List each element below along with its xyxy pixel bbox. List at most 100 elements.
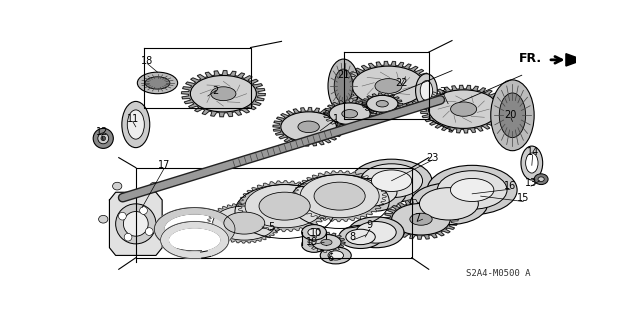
Ellipse shape — [150, 182, 159, 190]
Polygon shape — [420, 85, 507, 133]
Text: 18: 18 — [141, 56, 154, 66]
Polygon shape — [182, 70, 265, 117]
Ellipse shape — [328, 59, 359, 113]
Text: S2A4-M0500 A: S2A4-M0500 A — [467, 269, 531, 278]
Ellipse shape — [308, 228, 320, 236]
Ellipse shape — [521, 146, 543, 180]
Ellipse shape — [451, 102, 477, 116]
Ellipse shape — [312, 234, 341, 250]
Ellipse shape — [360, 164, 422, 198]
Ellipse shape — [491, 80, 534, 151]
Text: 20: 20 — [505, 110, 517, 120]
Ellipse shape — [164, 214, 226, 245]
Text: FR.: FR. — [519, 52, 542, 65]
Ellipse shape — [124, 211, 148, 236]
Text: 17: 17 — [157, 160, 170, 170]
Ellipse shape — [538, 177, 544, 182]
Polygon shape — [207, 203, 282, 243]
Ellipse shape — [301, 237, 326, 252]
Ellipse shape — [116, 204, 156, 244]
Ellipse shape — [321, 239, 332, 245]
Ellipse shape — [320, 247, 351, 264]
Ellipse shape — [98, 133, 109, 144]
Ellipse shape — [245, 184, 324, 228]
Ellipse shape — [99, 215, 108, 223]
Text: 11: 11 — [127, 114, 139, 124]
Text: 22: 22 — [396, 78, 408, 88]
Text: 9: 9 — [367, 219, 373, 230]
Ellipse shape — [392, 204, 451, 235]
Polygon shape — [161, 221, 228, 258]
Ellipse shape — [534, 174, 548, 185]
Ellipse shape — [145, 77, 170, 89]
Ellipse shape — [342, 110, 358, 118]
Ellipse shape — [300, 174, 379, 218]
Ellipse shape — [346, 229, 375, 245]
Ellipse shape — [451, 178, 494, 202]
Ellipse shape — [127, 110, 145, 139]
Ellipse shape — [140, 207, 147, 214]
Ellipse shape — [525, 153, 538, 173]
Ellipse shape — [212, 206, 276, 240]
Ellipse shape — [371, 170, 412, 191]
Text: 12: 12 — [95, 127, 108, 137]
Polygon shape — [273, 108, 344, 146]
Ellipse shape — [301, 225, 326, 240]
Polygon shape — [566, 54, 583, 66]
Ellipse shape — [329, 103, 370, 124]
Text: 7: 7 — [414, 213, 420, 223]
Ellipse shape — [335, 173, 406, 211]
Text: 23: 23 — [426, 152, 439, 163]
Ellipse shape — [145, 228, 153, 235]
Text: 1: 1 — [333, 114, 339, 124]
Ellipse shape — [113, 182, 122, 190]
Ellipse shape — [415, 74, 437, 108]
Ellipse shape — [93, 128, 113, 148]
Polygon shape — [323, 100, 376, 128]
Text: 3: 3 — [440, 87, 446, 97]
Ellipse shape — [428, 165, 517, 215]
Ellipse shape — [224, 212, 265, 234]
Polygon shape — [362, 93, 403, 115]
Polygon shape — [238, 181, 331, 232]
Text: 14: 14 — [527, 147, 539, 157]
Ellipse shape — [352, 66, 425, 106]
Ellipse shape — [429, 90, 499, 128]
Polygon shape — [301, 232, 326, 245]
Ellipse shape — [164, 215, 173, 223]
Ellipse shape — [281, 112, 337, 142]
Text: 10: 10 — [310, 228, 323, 238]
Text: 5: 5 — [268, 222, 275, 232]
Ellipse shape — [410, 183, 488, 225]
Text: 2: 2 — [212, 85, 219, 96]
Ellipse shape — [328, 251, 344, 260]
Ellipse shape — [348, 217, 404, 248]
Ellipse shape — [375, 78, 402, 93]
Ellipse shape — [339, 226, 382, 249]
Ellipse shape — [344, 178, 397, 206]
Ellipse shape — [376, 100, 388, 107]
Ellipse shape — [298, 121, 319, 133]
Polygon shape — [344, 61, 433, 111]
Polygon shape — [384, 199, 458, 239]
Ellipse shape — [101, 136, 106, 141]
Ellipse shape — [161, 221, 229, 258]
Ellipse shape — [356, 221, 396, 243]
Text: 6: 6 — [327, 253, 333, 263]
Ellipse shape — [118, 212, 126, 220]
Text: 8: 8 — [349, 232, 356, 242]
Ellipse shape — [211, 87, 236, 101]
Polygon shape — [109, 192, 162, 256]
Ellipse shape — [259, 192, 310, 220]
Text: 15: 15 — [517, 193, 529, 204]
Ellipse shape — [190, 76, 257, 112]
Ellipse shape — [168, 228, 221, 252]
Ellipse shape — [410, 213, 432, 225]
Ellipse shape — [367, 95, 398, 112]
Ellipse shape — [437, 171, 507, 209]
Ellipse shape — [314, 182, 365, 210]
Ellipse shape — [499, 93, 525, 137]
Text: 21: 21 — [337, 70, 349, 80]
Polygon shape — [293, 171, 386, 221]
Ellipse shape — [420, 81, 433, 101]
